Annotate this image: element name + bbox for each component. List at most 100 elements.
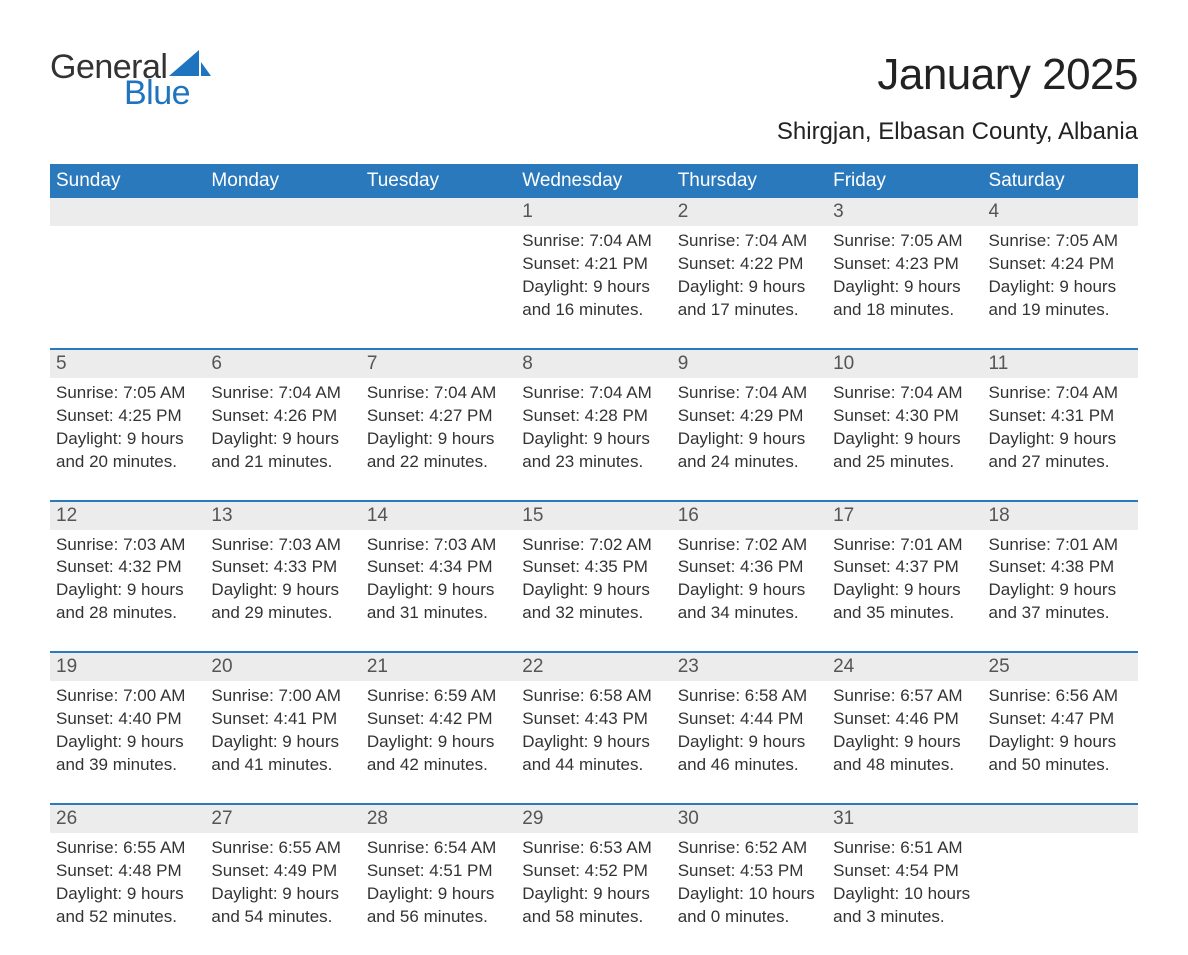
day-data-cell: Sunrise: 7:05 AMSunset: 4:24 PMDaylight:… — [983, 226, 1138, 349]
daylight-line: Daylight: 9 hours and 41 minutes. — [211, 731, 354, 777]
day-data-cell: Sunrise: 7:00 AMSunset: 4:41 PMDaylight:… — [205, 681, 360, 804]
day-data-row: Sunrise: 7:04 AMSunset: 4:21 PMDaylight:… — [50, 226, 1138, 349]
daylight-line: Daylight: 9 hours and 25 minutes. — [833, 428, 976, 474]
month-title: January 2025 — [777, 50, 1138, 100]
logo: General Blue — [50, 50, 211, 110]
day-number-cell: 9 — [672, 350, 827, 378]
sunset-line: Sunset: 4:35 PM — [522, 556, 665, 579]
sunset-line: Sunset: 4:37 PM — [833, 556, 976, 579]
daylight-line: Daylight: 9 hours and 23 minutes. — [522, 428, 665, 474]
day-number-row: 19202122232425 — [50, 653, 1138, 681]
day-number-cell: 18 — [983, 502, 1138, 530]
day-number: 16 — [678, 505, 699, 526]
day-number-cell: 20 — [205, 653, 360, 681]
sunset-line: Sunset: 4:36 PM — [678, 556, 821, 579]
day-number-cell: 31 — [827, 805, 982, 833]
day-number: 6 — [211, 353, 222, 374]
sunrise-line: Sunrise: 7:01 AM — [833, 534, 976, 557]
sunset-line: Sunset: 4:41 PM — [211, 708, 354, 731]
day-data-cell: Sunrise: 6:53 AMSunset: 4:52 PMDaylight:… — [516, 833, 671, 955]
day-number-row: 262728293031 — [50, 805, 1138, 833]
day-number-cell: 5 — [50, 350, 205, 378]
day-data-cell: Sunrise: 7:04 AMSunset: 4:29 PMDaylight:… — [672, 378, 827, 501]
sunset-line: Sunset: 4:46 PM — [833, 708, 976, 731]
day-number-cell: 12 — [50, 502, 205, 530]
day-number: 4 — [989, 201, 1000, 222]
sunrise-line: Sunrise: 7:04 AM — [367, 382, 510, 405]
day-data-cell: Sunrise: 7:01 AMSunset: 4:37 PMDaylight:… — [827, 530, 982, 653]
day-data-cell — [361, 226, 516, 349]
day-number-cell: 27 — [205, 805, 360, 833]
day-number: 8 — [522, 353, 533, 374]
sunrise-line: Sunrise: 6:54 AM — [367, 837, 510, 860]
day-number: 2 — [678, 201, 689, 222]
day-data-cell: Sunrise: 7:03 AMSunset: 4:32 PMDaylight:… — [50, 530, 205, 653]
day-number-cell: 21 — [361, 653, 516, 681]
day-number-cell: 26 — [50, 805, 205, 833]
day-data-cell: Sunrise: 7:00 AMSunset: 4:40 PMDaylight:… — [50, 681, 205, 804]
daylight-line: Daylight: 9 hours and 35 minutes. — [833, 579, 976, 625]
day-data-cell: Sunrise: 7:04 AMSunset: 4:31 PMDaylight:… — [983, 378, 1138, 501]
day-number-cell — [361, 198, 516, 226]
daylight-line: Daylight: 9 hours and 22 minutes. — [367, 428, 510, 474]
day-number: 19 — [56, 656, 77, 677]
sunset-line: Sunset: 4:54 PM — [833, 860, 976, 883]
day-header: Friday — [827, 164, 982, 198]
sunrise-line: Sunrise: 6:57 AM — [833, 685, 976, 708]
day-data-cell — [205, 226, 360, 349]
sunrise-line: Sunrise: 7:04 AM — [833, 382, 976, 405]
day-data-row: Sunrise: 6:55 AMSunset: 4:48 PMDaylight:… — [50, 833, 1138, 955]
day-number: 1 — [522, 201, 533, 222]
daylight-line: Daylight: 9 hours and 58 minutes. — [522, 883, 665, 929]
day-number-cell: 11 — [983, 350, 1138, 378]
daylight-line: Daylight: 9 hours and 42 minutes. — [367, 731, 510, 777]
sunrise-line: Sunrise: 7:02 AM — [522, 534, 665, 557]
daylight-line: Daylight: 9 hours and 29 minutes. — [211, 579, 354, 625]
day-header: Wednesday — [516, 164, 671, 198]
daylight-line: Daylight: 9 hours and 31 minutes. — [367, 579, 510, 625]
sunrise-line: Sunrise: 6:53 AM — [522, 837, 665, 860]
day-number-cell: 13 — [205, 502, 360, 530]
daylight-line: Daylight: 9 hours and 27 minutes. — [989, 428, 1132, 474]
sunrise-line: Sunrise: 7:04 AM — [522, 382, 665, 405]
sunrise-line: Sunrise: 6:55 AM — [211, 837, 354, 860]
daylight-line: Daylight: 9 hours and 28 minutes. — [56, 579, 199, 625]
daylight-line: Daylight: 9 hours and 18 minutes. — [833, 276, 976, 322]
day-number: 29 — [522, 808, 543, 829]
sunrise-line: Sunrise: 6:55 AM — [56, 837, 199, 860]
sunrise-line: Sunrise: 7:03 AM — [211, 534, 354, 557]
day-number-row: 567891011 — [50, 350, 1138, 378]
sunset-line: Sunset: 4:48 PM — [56, 860, 199, 883]
sunrise-line: Sunrise: 7:05 AM — [833, 230, 976, 253]
day-header: Monday — [205, 164, 360, 198]
daylight-line: Daylight: 10 hours and 3 minutes. — [833, 883, 976, 929]
day-number-cell: 8 — [516, 350, 671, 378]
day-number-cell: 24 — [827, 653, 982, 681]
day-data-cell: Sunrise: 7:02 AMSunset: 4:36 PMDaylight:… — [672, 530, 827, 653]
day-number: 10 — [833, 353, 854, 374]
day-number-cell: 3 — [827, 198, 982, 226]
sunset-line: Sunset: 4:53 PM — [678, 860, 821, 883]
sunset-line: Sunset: 4:25 PM — [56, 405, 199, 428]
day-number-cell: 17 — [827, 502, 982, 530]
day-number: 25 — [989, 656, 1010, 677]
day-number-row: 12131415161718 — [50, 502, 1138, 530]
logo-sail-icon — [169, 50, 211, 80]
day-data-cell: Sunrise: 7:04 AMSunset: 4:22 PMDaylight:… — [672, 226, 827, 349]
sunrise-line: Sunrise: 7:02 AM — [678, 534, 821, 557]
sunset-line: Sunset: 4:38 PM — [989, 556, 1132, 579]
day-number: 9 — [678, 353, 689, 374]
day-data-cell: Sunrise: 7:04 AMSunset: 4:27 PMDaylight:… — [361, 378, 516, 501]
day-number-cell — [50, 198, 205, 226]
day-data-row: Sunrise: 7:05 AMSunset: 4:25 PMDaylight:… — [50, 378, 1138, 501]
day-number-cell: 28 — [361, 805, 516, 833]
day-number: 12 — [56, 505, 77, 526]
daylight-line: Daylight: 9 hours and 17 minutes. — [678, 276, 821, 322]
daylight-line: Daylight: 9 hours and 21 minutes. — [211, 428, 354, 474]
day-data-cell: Sunrise: 7:05 AMSunset: 4:23 PMDaylight:… — [827, 226, 982, 349]
sunrise-line: Sunrise: 7:04 AM — [678, 230, 821, 253]
sunrise-line: Sunrise: 7:01 AM — [989, 534, 1132, 557]
day-number-cell: 16 — [672, 502, 827, 530]
sunrise-line: Sunrise: 6:56 AM — [989, 685, 1132, 708]
sunset-line: Sunset: 4:23 PM — [833, 253, 976, 276]
